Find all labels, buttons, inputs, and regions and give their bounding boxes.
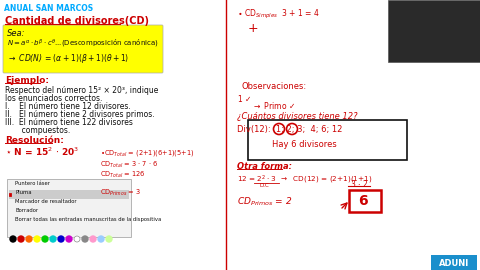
Text: compuestos.: compuestos. xyxy=(5,126,70,135)
Text: CD$_{Primos}$ = 2: CD$_{Primos}$ = 2 xyxy=(237,196,292,208)
Text: Borrador: Borrador xyxy=(15,208,38,213)
Circle shape xyxy=(18,236,24,242)
Text: Borrar todas las entradas manuscritas de la dispositiva: Borrar todas las entradas manuscritas de… xyxy=(15,217,161,222)
Text: $+$: $+$ xyxy=(247,22,258,35)
Text: D.C: D.C xyxy=(260,183,270,188)
Text: Pluma: Pluma xyxy=(15,190,32,195)
Circle shape xyxy=(74,236,80,242)
Text: $N = a^{\alpha} \cdot b^{\beta} \cdot c^{\theta}$...(Descomposición canónica): $N = a^{\alpha} \cdot b^{\beta} \cdot c^… xyxy=(7,38,159,50)
Text: 1 $\checkmark$: 1 $\checkmark$ xyxy=(237,93,252,104)
Circle shape xyxy=(10,236,16,242)
Text: CD$_{Total}$ = 126: CD$_{Total}$ = 126 xyxy=(100,170,146,180)
Text: $\rightarrow$ Primo $\checkmark$: $\rightarrow$ Primo $\checkmark$ xyxy=(252,100,295,111)
Text: Ejemplo:: Ejemplo: xyxy=(5,76,49,85)
Text: Respecto del número 15² × 20³, indique: Respecto del número 15² × 20³, indique xyxy=(5,86,158,95)
Text: Puntero láser: Puntero láser xyxy=(15,181,50,186)
Text: ADUNI: ADUNI xyxy=(439,258,469,268)
Circle shape xyxy=(106,236,112,242)
Circle shape xyxy=(66,236,72,242)
FancyBboxPatch shape xyxy=(349,190,381,212)
Circle shape xyxy=(82,236,88,242)
Text: CD$_{Total}$ = 3 $\cdot$ 7 $\cdot$ 6: CD$_{Total}$ = 3 $\cdot$ 7 $\cdot$ 6 xyxy=(100,160,158,170)
Text: 3 $\cdot$ 2: 3 $\cdot$ 2 xyxy=(350,178,368,189)
FancyBboxPatch shape xyxy=(431,255,477,270)
Text: Hay 6 divisores: Hay 6 divisores xyxy=(272,140,337,149)
Text: $\bullet$ CD$_{Simples}$  3 + 1 = 4: $\bullet$ CD$_{Simples}$ 3 + 1 = 4 xyxy=(237,8,320,21)
Text: Sea:: Sea: xyxy=(7,29,25,38)
Bar xyxy=(388,0,480,62)
Circle shape xyxy=(34,236,40,242)
Text: Cantidad de divisores(CD): Cantidad de divisores(CD) xyxy=(5,16,149,26)
Text: I.    El número tiene 12 divisores.: I. El número tiene 12 divisores. xyxy=(5,102,131,111)
Text: 6: 6 xyxy=(358,194,368,208)
Circle shape xyxy=(26,236,32,242)
Text: II.   El número tiene 2 divisores primos.: II. El número tiene 2 divisores primos. xyxy=(5,110,155,119)
FancyBboxPatch shape xyxy=(7,179,131,237)
Text: Observaciones:: Observaciones: xyxy=(242,82,307,91)
FancyBboxPatch shape xyxy=(3,25,163,73)
Text: Otra forma:: Otra forma: xyxy=(237,162,292,171)
Circle shape xyxy=(98,236,104,242)
Text: Div(12):  1; 2; 3;  4; 6; 12: Div(12): 1; 2; 3; 4; 6; 12 xyxy=(237,125,342,134)
Circle shape xyxy=(58,236,64,242)
FancyBboxPatch shape xyxy=(248,120,407,160)
Text: CD$_{Primos}$ = 3: CD$_{Primos}$ = 3 xyxy=(100,188,141,198)
Circle shape xyxy=(50,236,56,242)
Text: ¿Cuántos divisores tiene 12?: ¿Cuántos divisores tiene 12? xyxy=(237,112,358,121)
Text: los enunciados correctos.: los enunciados correctos. xyxy=(5,94,102,103)
Text: III.  El número tiene 122 divisores: III. El número tiene 122 divisores xyxy=(5,118,133,127)
Circle shape xyxy=(90,236,96,242)
Text: ANUAL SAN MARCOS: ANUAL SAN MARCOS xyxy=(4,4,93,13)
Text: $\bullet$CD$_{Total}$ = (2+1)(6+1)(5+1): $\bullet$CD$_{Total}$ = (2+1)(6+1)(5+1) xyxy=(100,148,194,158)
Circle shape xyxy=(42,236,48,242)
Text: $\star$ N = 15$^2$ $\cdot$ 20$^3$: $\star$ N = 15$^2$ $\cdot$ 20$^3$ xyxy=(5,146,79,158)
Bar xyxy=(9,190,129,199)
Text: Marcador de resaltador: Marcador de resaltador xyxy=(15,199,77,204)
Text: 12 = $2^2 \cdot 3$  $\rightarrow$  CD(12) = (2+1)(1+1): 12 = $2^2 \cdot 3$ $\rightarrow$ CD(12) … xyxy=(237,174,372,186)
Text: Resolución:: Resolución: xyxy=(5,136,64,145)
Text: $\rightarrow$ CD(N) = $(\alpha+1)(\beta+1)(\theta+1)$: $\rightarrow$ CD(N) = $(\alpha+1)(\beta+… xyxy=(7,52,129,65)
